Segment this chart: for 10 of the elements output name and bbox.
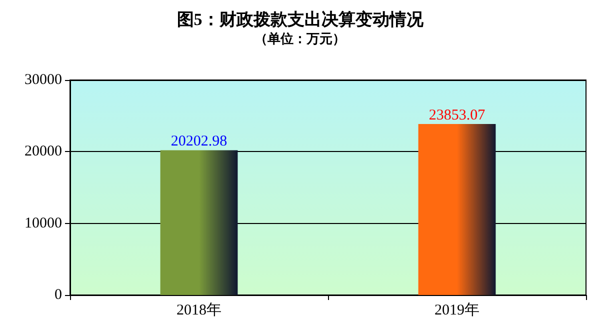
y-tick-label: 20000 [24,144,62,160]
data-label: 23853.07 [428,108,486,124]
chart-title: 图5：财政拨款支出决算变动情况 [176,10,424,29]
data-label: 20202.98 [170,134,228,150]
y-tick-label: 30000 [24,72,62,88]
chart-subtitle: （单位：万元） [254,31,346,46]
x-tick-label: 2019年 [434,302,480,318]
y-tick-label: 10000 [24,215,62,232]
y-tick-label: 0 [54,287,62,303]
x-tick-label: 2018年 [176,302,222,318]
